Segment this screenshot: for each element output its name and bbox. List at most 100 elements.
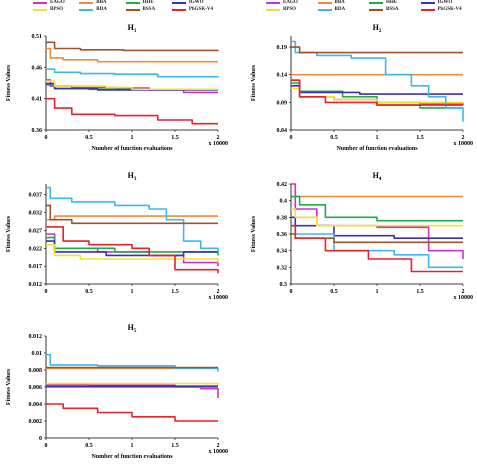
legend-label: BDA <box>96 7 107 12</box>
legend-label: BPSO <box>283 7 297 12</box>
series-line-pbgsk-v4 <box>291 224 463 273</box>
x-tick-label: 1 <box>131 289 134 295</box>
y-tick-label: 0.46 <box>32 65 43 71</box>
y-tick-label: 0.027 <box>29 228 43 234</box>
y-tick-label: 0.017 <box>29 264 43 270</box>
legend-label: BPSO <box>50 7 64 12</box>
series-line-bpso <box>46 243 219 263</box>
y-tick-label: 0.012 <box>29 282 43 288</box>
y-tick-label: 0.51 <box>32 34 43 40</box>
legend-item: BBA <box>79 0 119 5</box>
y-tick-label: 0.04 <box>277 128 288 134</box>
series-line-bpso <box>291 208 463 227</box>
y-tick-label: 0.4 <box>280 199 288 205</box>
x-tick-label: 1.5 <box>171 443 179 449</box>
y-tick-label: 0.38 <box>277 215 288 221</box>
legend-label: HHE <box>142 0 154 5</box>
y-tick-label: 0.032 <box>29 211 43 217</box>
legend-label: EAGO <box>283 0 298 5</box>
x-multiplier: x 10000 <box>209 449 229 455</box>
legend-swatch <box>125 8 140 11</box>
legend-label: EAGO <box>50 0 65 5</box>
legend-item: EAGO <box>266 0 312 5</box>
x-tick-label: 2 <box>217 289 220 295</box>
x-tick-label: 1 <box>376 135 379 141</box>
y-tick-label: 0.3 <box>280 282 288 288</box>
x-tick-label: 1.5 <box>416 289 424 295</box>
x-multiplier: x 10000 <box>209 141 229 147</box>
y-tick-label: 0.037 <box>29 193 43 199</box>
series-line-bpso <box>46 382 219 386</box>
x-axis-label: Number of function evaluations <box>336 146 418 152</box>
x-tick-label: 1.5 <box>416 135 424 141</box>
legend-swatch <box>420 1 435 4</box>
legend-item: BSSA <box>369 7 415 12</box>
y-tick-label: 0.006 <box>29 385 43 391</box>
x-tick-label: 0.5 <box>85 135 93 141</box>
series-line-bssa <box>291 46 463 54</box>
legend-item: BBA <box>317 0 364 5</box>
legend-right: EAGO BBA HHE IGWO BPSO BDA BSSA PbGSK-V4 <box>266 0 466 12</box>
legend-swatch <box>369 1 383 4</box>
chart-h4: H4 0 0.5 1 1.5 2x 10000 0.3 0.32 0.34 0.36 0.38 0.4… <box>251 171 473 300</box>
legend-swatch <box>266 8 280 11</box>
legend-swatch <box>33 1 47 4</box>
legend-item: BSSA <box>125 7 166 12</box>
legend-left: EAGO BBA HHE IGWO BPSO BDA BSSA PbGSK-V4 <box>33 0 213 12</box>
chart-title-sub: 5 <box>134 329 137 334</box>
legend-item: BDA <box>79 7 119 12</box>
legend-item: BPSO <box>33 7 73 12</box>
x-tick-label: 0.5 <box>330 135 338 141</box>
x-tick-label: 1 <box>131 135 134 141</box>
x-tick-label: 0 <box>290 135 293 141</box>
legend-label: BBA <box>334 0 345 5</box>
x-tick-label: 1 <box>131 443 134 449</box>
y-tick-label: 0.36 <box>277 232 288 238</box>
x-tick-label: 0 <box>45 289 48 295</box>
x-multiplier: x 10000 <box>209 295 229 300</box>
legend-swatch <box>79 8 94 11</box>
y-tick-label: 0.002 <box>29 419 43 425</box>
y-tick-label: 0.09 <box>277 100 288 106</box>
x-axis-label: Number of function evaluations <box>91 146 173 152</box>
y-tick-label: 0.022 <box>29 246 43 252</box>
y-tick-label: 0.004 <box>29 402 43 408</box>
y-tick-label: 0.42 <box>277 182 288 188</box>
legend-label: IGWO <box>437 0 453 5</box>
chart-title-sub: 1 <box>134 29 137 34</box>
y-tick-label: 0.41 <box>32 97 43 103</box>
y-tick-label: 0.01 <box>32 351 43 357</box>
y-tick-label: 0.19 <box>277 45 288 51</box>
y-axis-label: Fitness Values <box>6 64 12 101</box>
chart-title-base: H <box>128 171 135 180</box>
legend-item: IGWO <box>420 0 467 5</box>
x-tick-label: 2 <box>462 289 465 295</box>
legend-label: BSSA <box>386 7 399 12</box>
series-line-bda <box>46 186 219 252</box>
chart-title: H4 <box>373 171 382 182</box>
y-tick-label: 0.14 <box>277 73 288 79</box>
legend-label: BSSA <box>142 7 156 12</box>
chart-title-sub: 3 <box>134 177 137 182</box>
series-line-bba <box>46 47 218 63</box>
y-tick-label: 0.008 <box>29 368 43 374</box>
series-line-igwo <box>291 216 463 239</box>
x-tick-label: 0.5 <box>85 443 93 449</box>
chart-title: H5 <box>128 323 137 334</box>
x-tick-label: 0.5 <box>330 289 338 295</box>
series-line-bpso <box>46 80 219 91</box>
chart-title-sub: 2 <box>379 29 382 34</box>
x-tick-label: 2 <box>462 135 465 141</box>
legend-swatch <box>171 1 186 4</box>
chart-title-base: H <box>128 323 135 332</box>
y-tick-label: 0.34 <box>277 249 288 255</box>
y-tick-label: 0.32 <box>277 265 288 271</box>
chart-title: H2 <box>373 23 382 34</box>
y-axis-label: Fitness Values <box>251 64 257 101</box>
legend-swatch <box>420 8 435 11</box>
legend-label: IGWO <box>188 0 204 5</box>
x-tick-label: 2 <box>217 443 220 449</box>
x-tick-label: 2 <box>217 135 220 141</box>
x-tick-label: 0.5 <box>85 289 93 295</box>
legend-label: PbGSK-V4 <box>188 7 213 12</box>
